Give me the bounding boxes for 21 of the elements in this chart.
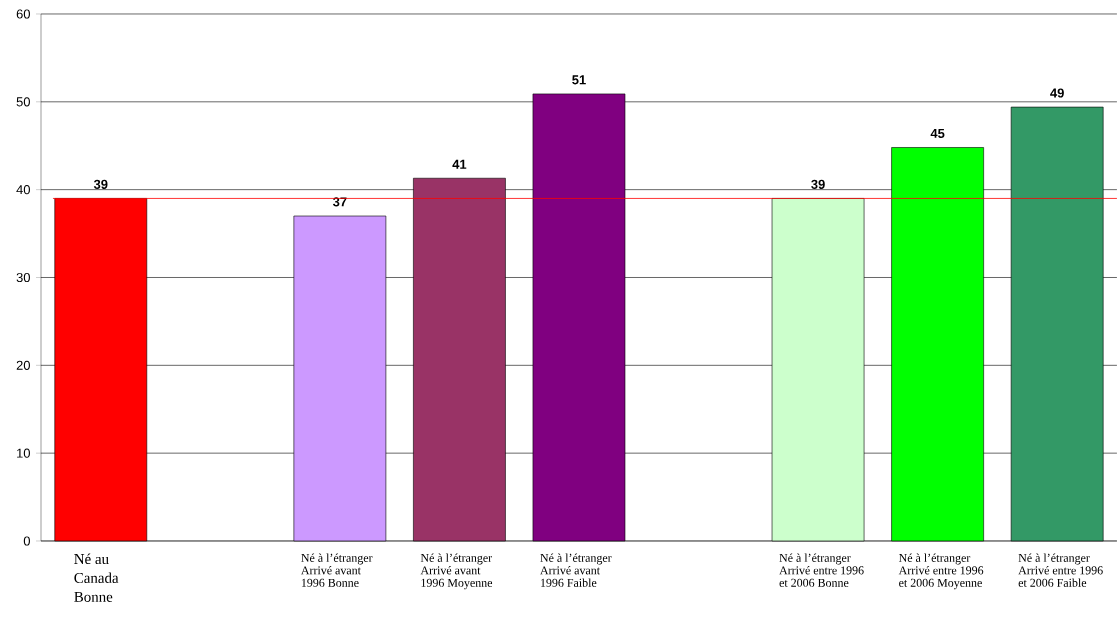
x-tick-label: Né au Canada Bonne	[74, 553, 119, 602]
y-tick-label: 20	[16, 360, 30, 370]
y-tick-label: 50	[16, 97, 30, 107]
x-tick-label: Né à l’étranger Arrivé avant 1996 Faible	[540, 553, 612, 587]
data-label: 39	[811, 179, 825, 189]
data-label: 37	[332, 197, 347, 207]
x-tick-label: Né à l’étranger Arrivé avant 1996 Bonne	[300, 553, 373, 587]
x-tick-label: Né à l’étranger Arrivé entre 1996 et 2006 Faible	[1018, 553, 1103, 587]
x-tick-label: Né à l’étranger Arrivé avant 1996 Moyenne	[420, 553, 493, 590]
data-label: 41	[452, 159, 467, 169]
data-label: 49	[1050, 88, 1064, 98]
data-label: 45	[930, 128, 945, 138]
y-tick-label: 10	[17, 448, 30, 458]
x-tick-label: Né à l’étranger Arrivé entre 1996 et 2006 Moyenne	[898, 553, 984, 590]
y-tick-label: 60	[16, 9, 30, 19]
data-label: 39	[93, 179, 108, 189]
y-tick-label: 0	[23, 536, 30, 546]
y-tick-label: 30	[16, 272, 30, 283]
data-label: 51	[572, 75, 586, 85]
y-tick-label: 40	[16, 185, 30, 195]
x-tick-label: Né à l’étranger Arrivé entre 1996 et 2006 Bonne	[779, 553, 864, 587]
